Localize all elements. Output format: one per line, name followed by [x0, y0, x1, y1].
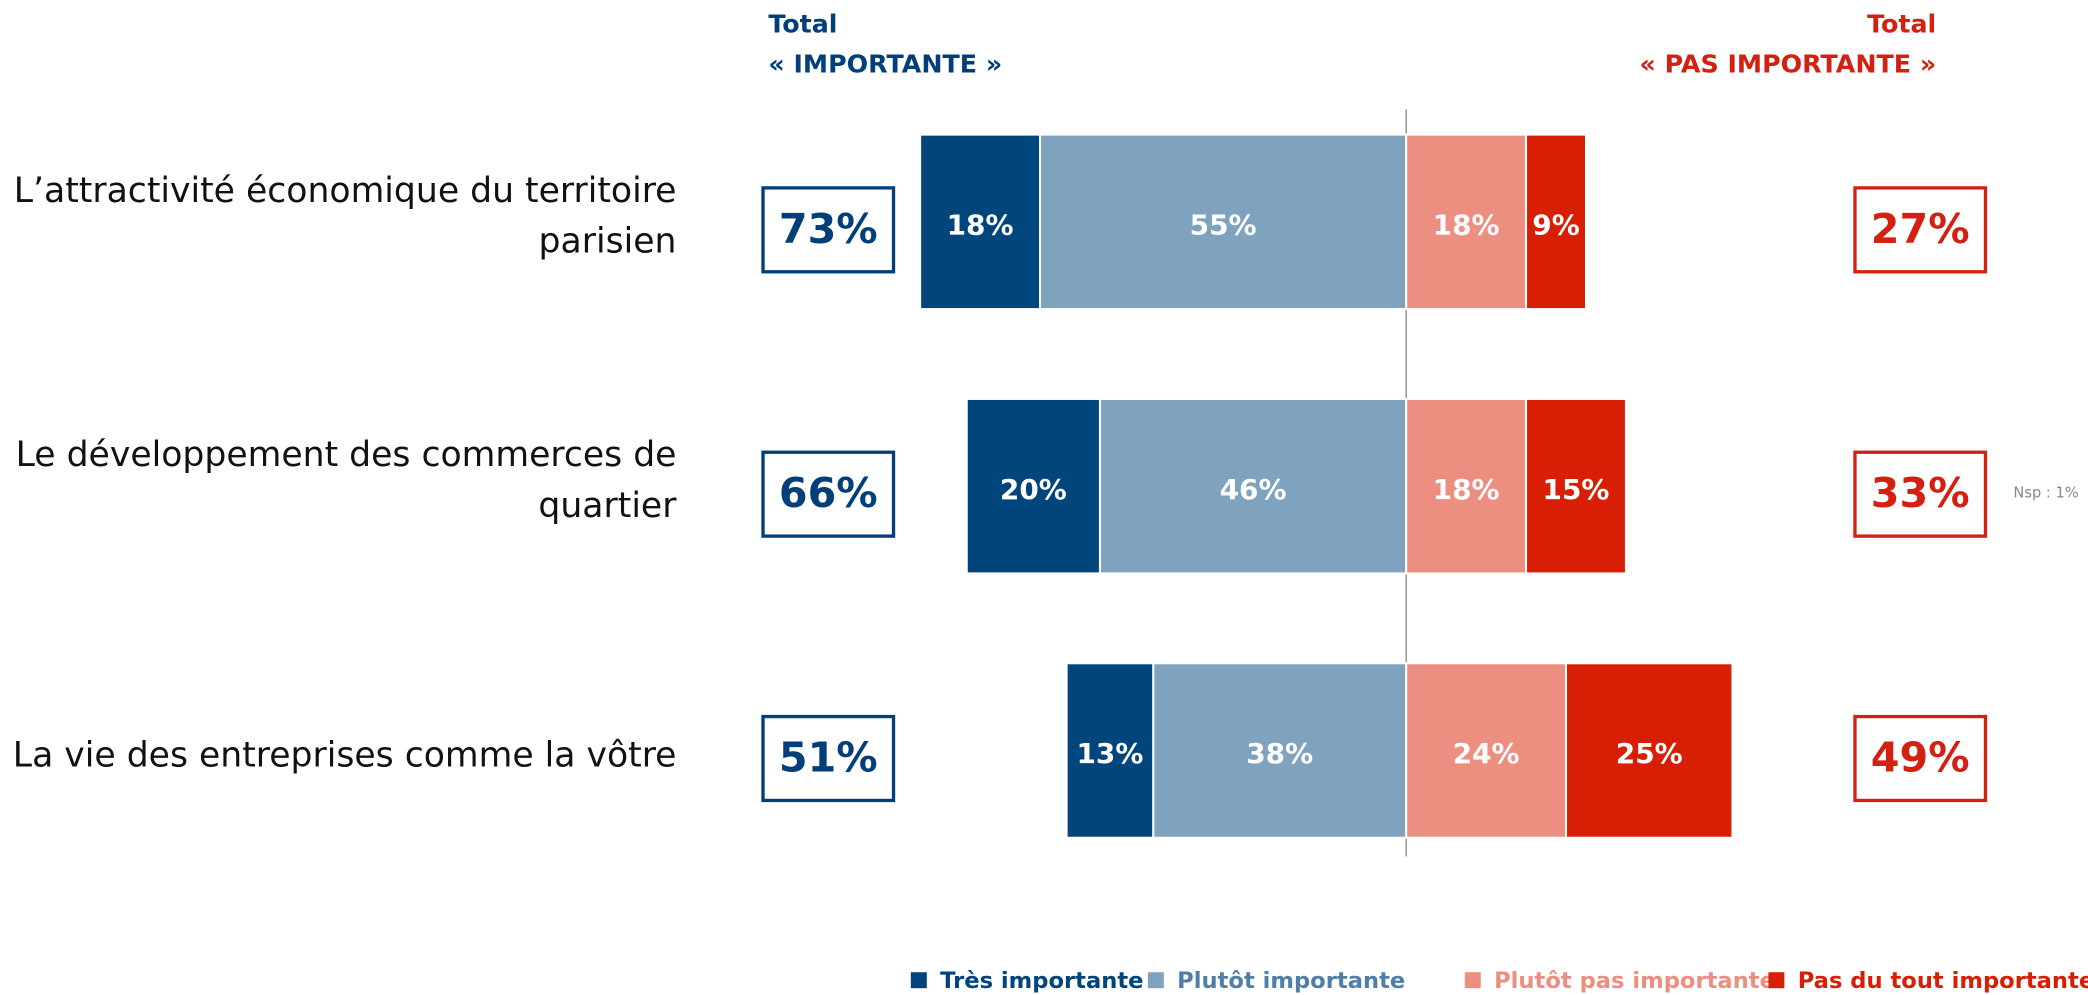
total-box [1853, 186, 1988, 274]
annotation: Nsp : 1% [2013, 485, 2078, 502]
total-label: 27% [1871, 205, 1970, 253]
bar-segment [1405, 662, 1567, 839]
category-label: L’attractivité économique du territoire [14, 171, 677, 211]
bar-segment [1525, 397, 1627, 575]
category-label: La vie des entreprises comme la vôtre [13, 736, 677, 776]
bar-segment [1405, 397, 1528, 575]
bar-segment [1405, 133, 1528, 311]
total-box [761, 450, 896, 538]
value-label: 38% [1246, 737, 1313, 770]
bar-segment [965, 397, 1101, 575]
total-label: 51% [779, 733, 878, 781]
value-label: 18% [1433, 473, 1500, 506]
value-label: 55% [1190, 209, 1257, 242]
category-label: Le développement des commerces de [16, 435, 677, 475]
legend-label: Plutôt pas importante [1494, 968, 1775, 994]
legend-swatch [1768, 972, 1785, 989]
legend-swatch [1147, 972, 1164, 989]
bar-segment [1565, 662, 1734, 839]
total-label: 49% [1871, 733, 1970, 781]
total-header: « IMPORTANTE » [768, 49, 1002, 78]
legend-label: Plutôt importante [1177, 968, 1405, 994]
value-label: 18% [1433, 209, 1500, 242]
total-box [761, 714, 896, 803]
value-label: 13% [1076, 737, 1143, 770]
bar-segment [919, 133, 1042, 311]
bar-segment [1065, 662, 1155, 839]
category-label: quartier [538, 486, 677, 526]
total-header: « PAS IMPORTANTE » [1640, 49, 1937, 78]
total-box [761, 186, 896, 274]
total-label: 33% [1871, 469, 1970, 517]
value-label: 25% [1616, 737, 1683, 770]
value-label: 15% [1543, 473, 1610, 506]
total-label: 66% [779, 469, 878, 517]
value-label: 9% [1532, 209, 1579, 242]
total-header: Total [1867, 9, 1936, 38]
value-label: 46% [1220, 473, 1287, 506]
total-header: Total [768, 9, 837, 38]
value-label: 20% [1000, 473, 1067, 506]
total-box [1853, 714, 1988, 803]
category-label: parisien [539, 221, 677, 261]
legend-swatch [1464, 972, 1481, 989]
total-label: 73% [779, 205, 878, 253]
value-label: 18% [947, 209, 1014, 242]
value-label: 24% [1453, 737, 1520, 770]
legend-label: Très importante [940, 968, 1143, 994]
total-box [1853, 450, 1988, 538]
bar-segment [1525, 133, 1587, 311]
legend-swatch [910, 972, 927, 989]
bar-segment [1039, 133, 1408, 311]
legend-label: Pas du tout importante [1798, 968, 2088, 994]
